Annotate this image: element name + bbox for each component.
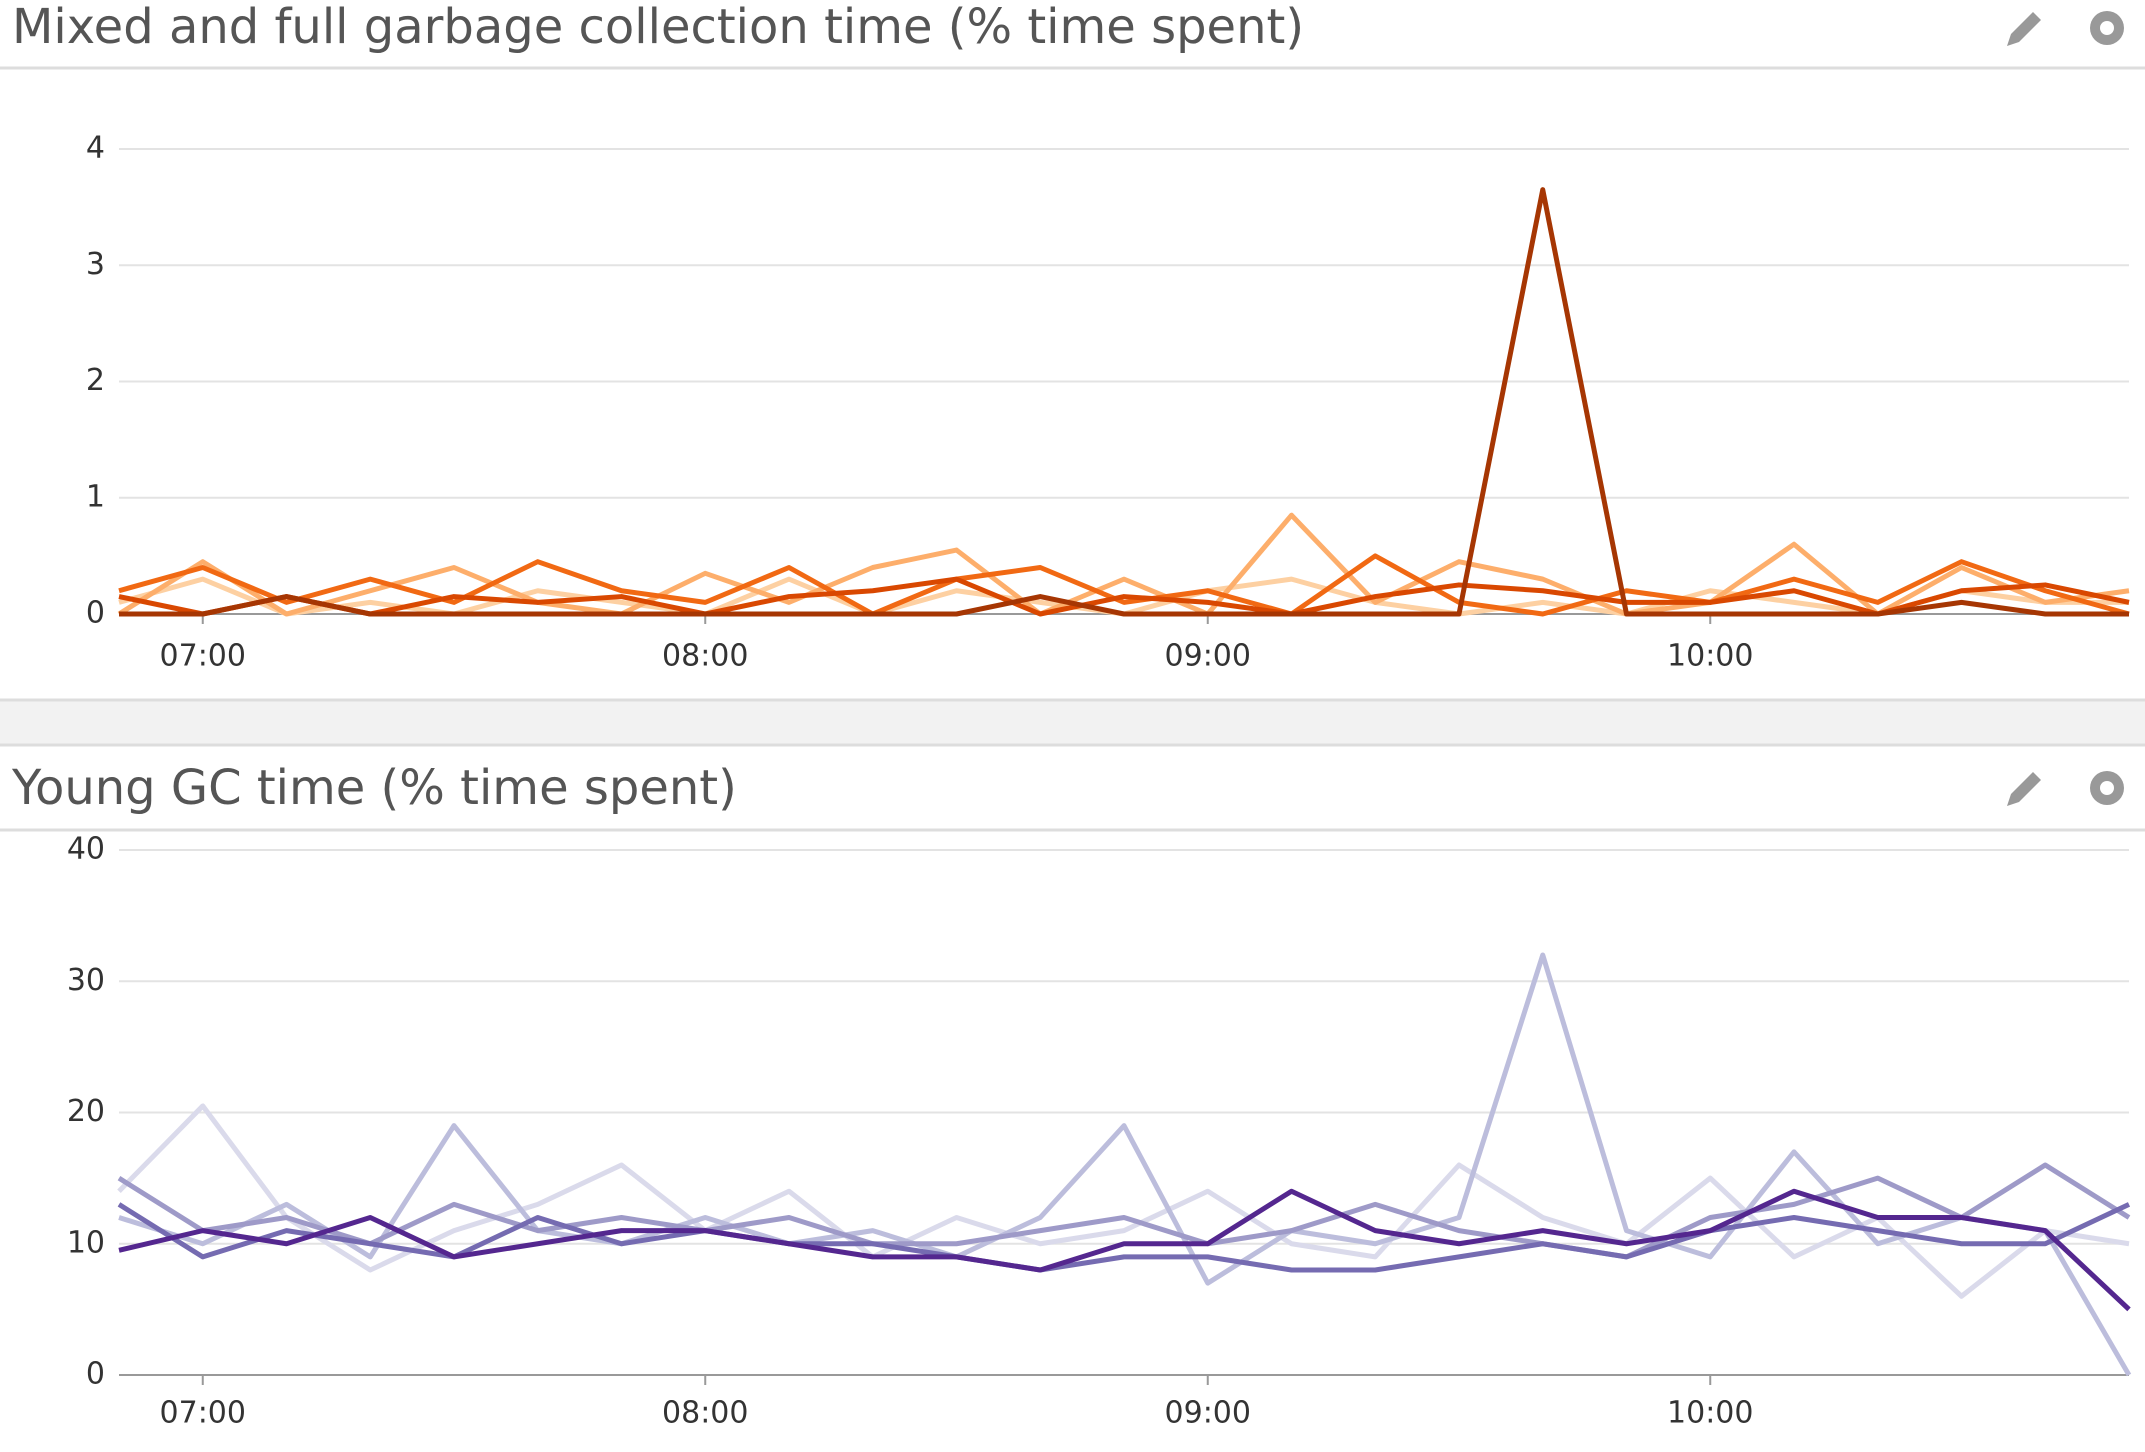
y-tick-label: 2: [86, 363, 105, 398]
panel-title: Young GC time (% time spent): [11, 760, 737, 816]
y-tick-label: 10: [67, 1225, 105, 1260]
series-line: [118, 576, 2130, 617]
settings-icon[interactable]: [2090, 771, 2124, 805]
y-tick-label: 4: [86, 131, 105, 166]
series-line: [119, 187, 2129, 617]
y-tick-label: 40: [67, 832, 105, 867]
edit-icon[interactable]: [2007, 12, 2041, 46]
y-tick-label: 3: [86, 247, 105, 282]
x-tick-label: 08:00: [662, 1396, 748, 1431]
y-tick-label: 30: [67, 963, 105, 998]
series-line: [117, 512, 2130, 617]
x-tick-label: 10:00: [1667, 1396, 1753, 1431]
y-tick-label: 20: [67, 1094, 105, 1129]
x-tick-label: 07:00: [160, 639, 246, 674]
series-line: [117, 1103, 2130, 1299]
x-tick-label: 07:00: [160, 1396, 246, 1431]
x-tick-label: 09:00: [1165, 1396, 1251, 1431]
series-line: [117, 1162, 2131, 1260]
x-tick-label: 10:00: [1667, 639, 1753, 674]
series-line: [118, 952, 2132, 1377]
y-tick-label: 0: [86, 1357, 105, 1392]
settings-icon[interactable]: [2090, 11, 2124, 45]
x-tick-label: 09:00: [1165, 639, 1251, 674]
gap: [0, 700, 2145, 745]
edit-icon[interactable]: [2007, 772, 2041, 806]
series-line: [117, 1202, 2131, 1273]
x-tick-label: 08:00: [662, 639, 748, 674]
panel-title: Mixed and full garbage collection time (…: [12, 0, 1304, 55]
series-line: [118, 1188, 2131, 1312]
series-line: [118, 553, 2130, 617]
y-tick-label: 0: [86, 596, 105, 631]
y-tick-label: 1: [86, 479, 105, 514]
